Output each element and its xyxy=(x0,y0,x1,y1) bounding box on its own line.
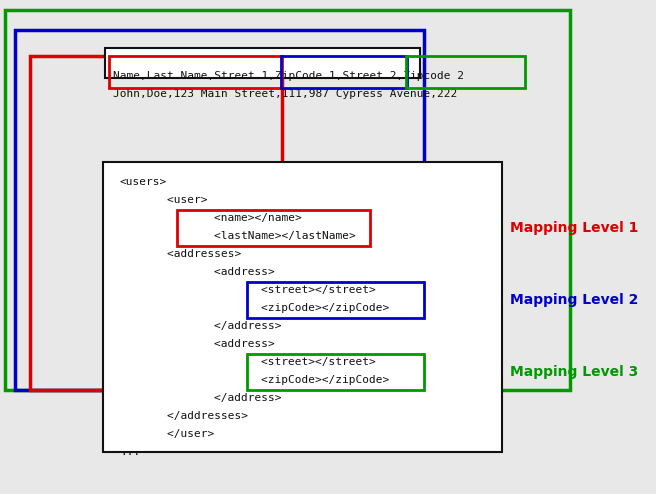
Text: <zipCode></zipCode>: <zipCode></zipCode> xyxy=(180,303,389,313)
Text: <street></street>: <street></street> xyxy=(180,357,376,367)
Bar xyxy=(103,162,502,452)
Text: <address>: <address> xyxy=(160,339,275,349)
Text: Mapping Level 3: Mapping Level 3 xyxy=(510,365,638,379)
Bar xyxy=(177,210,370,246)
Bar xyxy=(109,56,282,88)
Text: <users>: <users> xyxy=(120,177,167,187)
Text: Mapping Level 2: Mapping Level 2 xyxy=(510,293,638,307)
Text: <name></name>: <name></name> xyxy=(160,213,302,223)
Bar xyxy=(247,282,424,318)
Text: <address>: <address> xyxy=(160,267,275,277)
Text: <street></street>: <street></street> xyxy=(180,285,376,295)
Text: </user>: </user> xyxy=(140,429,215,439)
Bar xyxy=(247,354,424,390)
Text: <zipCode></zipCode>: <zipCode></zipCode> xyxy=(180,375,389,385)
Bar xyxy=(15,30,424,390)
Bar xyxy=(5,10,570,390)
Text: ...: ... xyxy=(120,447,140,457)
Text: Name,Last Name,Street 1,ZipCode 1,Street 2,Zipcode 2: Name,Last Name,Street 1,ZipCode 1,Street… xyxy=(113,71,464,81)
Text: Mapping Level 1: Mapping Level 1 xyxy=(510,221,638,235)
Text: John,Doe,123 Main Street,111,987 Cypress Avenue,222: John,Doe,123 Main Street,111,987 Cypress… xyxy=(113,89,457,99)
Text: <user>: <user> xyxy=(140,195,207,205)
Text: <addresses>: <addresses> xyxy=(140,249,241,259)
Text: </addresses>: </addresses> xyxy=(140,411,248,421)
Bar xyxy=(281,56,407,88)
Text: <lastName></lastName>: <lastName></lastName> xyxy=(160,231,356,241)
Text: </address>: </address> xyxy=(160,321,281,331)
Text: </address>: </address> xyxy=(160,393,281,403)
Bar xyxy=(105,48,420,78)
Bar xyxy=(406,56,525,88)
Bar xyxy=(30,56,282,390)
